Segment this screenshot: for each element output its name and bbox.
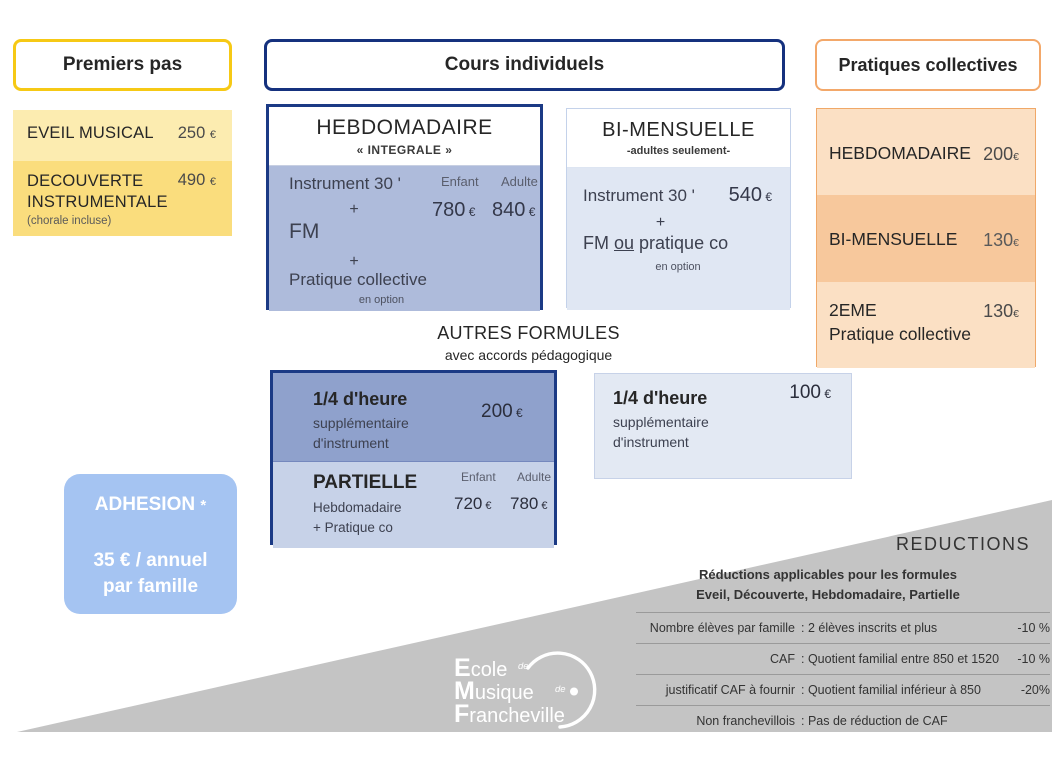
svg-text:de: de — [555, 684, 566, 695]
svg-text:de: de — [518, 661, 529, 672]
svg-text:Francheville: Francheville — [454, 700, 565, 728]
